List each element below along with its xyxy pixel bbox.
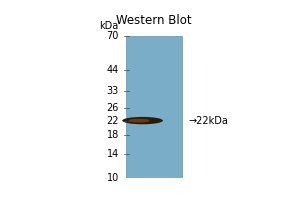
- Text: →22kDa: →22kDa: [189, 116, 229, 126]
- Text: 14: 14: [106, 149, 119, 159]
- Text: 26: 26: [106, 103, 119, 113]
- Bar: [126, 36, 182, 178]
- Text: 10: 10: [106, 173, 119, 183]
- Ellipse shape: [129, 119, 150, 123]
- Text: 22: 22: [106, 116, 119, 126]
- Text: Western Blot: Western Blot: [116, 14, 192, 27]
- Text: kDa: kDa: [100, 21, 119, 31]
- Text: 33: 33: [106, 86, 119, 96]
- Text: 70: 70: [106, 31, 119, 41]
- Text: 18: 18: [106, 130, 119, 140]
- Ellipse shape: [122, 117, 163, 124]
- Text: 44: 44: [106, 65, 119, 75]
